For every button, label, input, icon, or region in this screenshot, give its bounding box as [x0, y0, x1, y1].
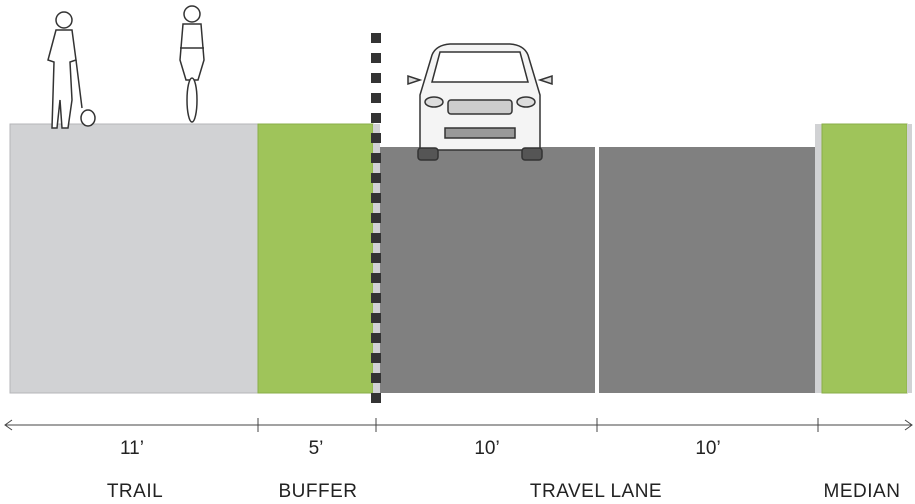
segment-label: TRAVEL LANE [530, 481, 662, 502]
curb [907, 124, 912, 393]
trail-surface [9, 123, 259, 394]
travel-lane [380, 147, 595, 393]
pedestrian-icon [47, 11, 96, 129]
segment-label: BUFFER [279, 481, 358, 502]
dimension-line [4, 418, 913, 432]
dimension-label: 10’ [695, 438, 720, 459]
buffer-surface [257, 123, 374, 394]
dimension-label: 5’ [309, 438, 324, 459]
car-icon [407, 43, 553, 161]
travel-lane [599, 147, 815, 393]
cyclist-icon [179, 5, 205, 123]
median-surface [821, 123, 908, 394]
dimension-label: 11’ [120, 438, 144, 459]
segment-label: TRAIL [107, 481, 163, 502]
segment-label: MEDIAN [824, 481, 901, 502]
curb [815, 124, 822, 393]
dimension-label: 10’ [474, 438, 499, 459]
